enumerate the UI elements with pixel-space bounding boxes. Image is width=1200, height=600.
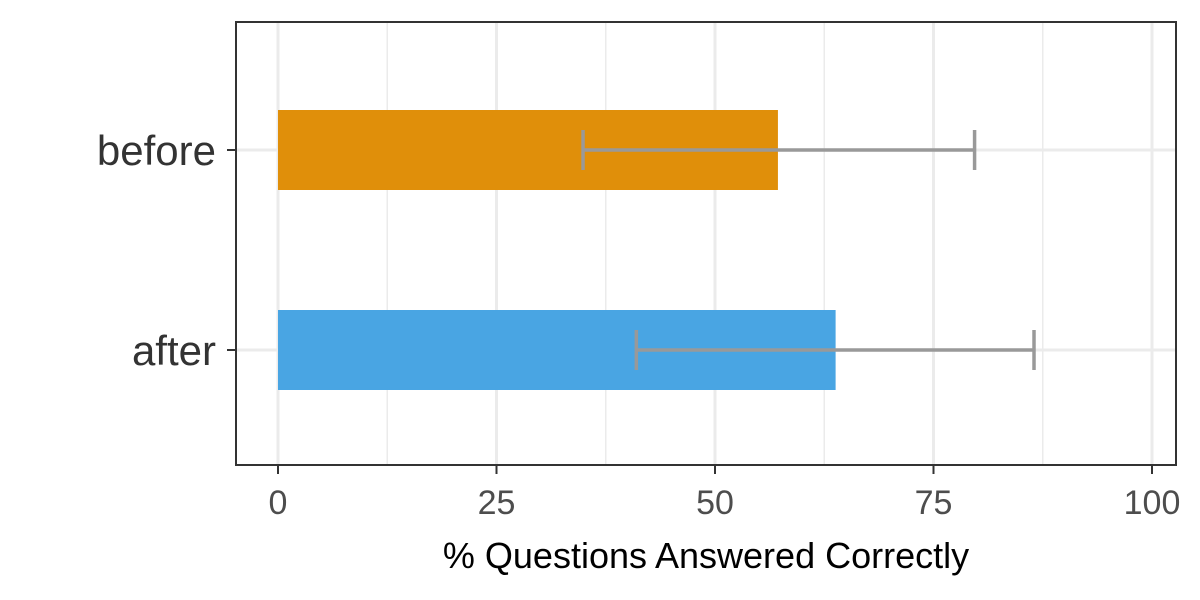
error-bars <box>581 130 1036 370</box>
x-tick-label: 0 <box>269 484 288 522</box>
plot-border <box>235 21 1177 466</box>
error-bar-after <box>634 330 1036 370</box>
y-tick-label-after: after <box>132 327 216 374</box>
x-tick-label: 25 <box>478 484 516 522</box>
error-bar-before <box>581 130 977 170</box>
x-tick-label: 75 <box>915 484 953 522</box>
minor-gridlines <box>386 22 1044 465</box>
x-tick-label: 50 <box>696 484 734 522</box>
y-axis: before after <box>97 127 236 374</box>
y-tick-label-before: before <box>97 127 216 174</box>
x-tick-label: 100 <box>1124 484 1181 522</box>
x-axis-title: % Questions Answered Correctly <box>443 535 969 576</box>
plot-background <box>236 22 1176 465</box>
x-axis: 0 25 50 75 100 <box>269 465 1181 522</box>
